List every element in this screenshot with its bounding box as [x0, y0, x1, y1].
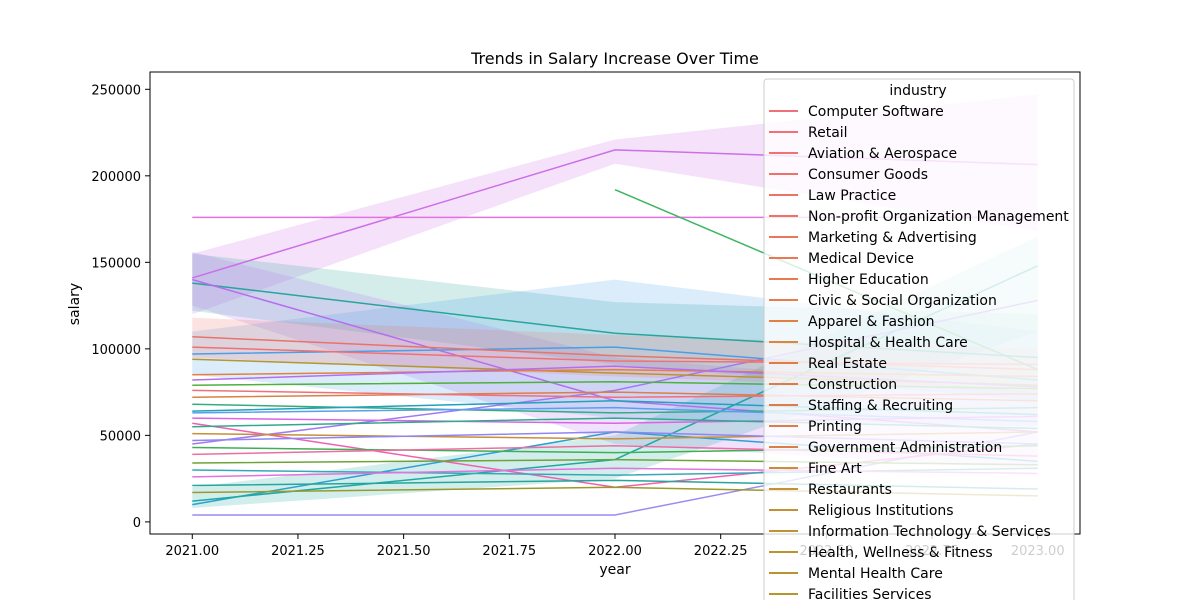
- y-axis: 0 50000 100000 150000 200000 250000: [91, 83, 150, 531]
- legend-entry-label: Mental Health Care: [808, 566, 943, 582]
- legend: industry Computer Software Retail Aviation…: [763, 78, 1075, 600]
- legend-entry-label: Fine Art: [808, 461, 862, 477]
- legend-entry-label: Construction: [808, 377, 897, 393]
- y-tick-label: 0: [133, 516, 141, 531]
- legend-title: industry: [889, 83, 946, 99]
- x-tick-label: 2021.50: [377, 544, 431, 559]
- y-tick-label: 100000: [91, 343, 141, 358]
- legend-entry-label: Medical Device: [808, 251, 914, 267]
- x-axis-label: year: [599, 562, 630, 578]
- legend-entry-label: Government Administration: [808, 440, 1002, 456]
- x-tick-label: 2022.25: [694, 544, 748, 559]
- legend-entry-label: Health, Wellness & Fitness: [808, 545, 993, 561]
- legend-entry-label: Real Estate: [808, 356, 887, 372]
- legend-entry-label: Civic & Social Organization: [808, 293, 997, 309]
- y-tick-label: 250000: [91, 83, 141, 98]
- x-tick-label: 2022.00: [588, 544, 642, 559]
- y-tick-label: 150000: [91, 256, 141, 271]
- legend-entry-label: Marketing & Advertising: [808, 230, 977, 246]
- legend-entry-label: Aviation & Aerospace: [808, 146, 957, 162]
- legend-entry-label: Apparel & Fashion: [808, 314, 935, 330]
- x-tick-label: 2021.75: [482, 544, 536, 559]
- legend-entry-label: Non-profit Organization Management: [808, 209, 1069, 225]
- legend-entry-label: Retail: [808, 125, 848, 141]
- y-tick-label: 200000: [91, 170, 141, 185]
- legend-entry-label: Printing: [808, 419, 862, 435]
- y-axis-label: salary: [67, 283, 83, 325]
- legend-entry-label: Law Practice: [808, 188, 896, 204]
- legend-entry-label: Staffing & Recruiting: [808, 398, 953, 414]
- y-tick-label: 50000: [100, 429, 141, 444]
- legend-entry-label: Restaurants: [808, 482, 892, 498]
- chart-title: Trends in Salary Increase Over Time: [470, 49, 759, 68]
- legend-entry-label: Computer Software: [808, 104, 944, 120]
- legend-entry-label: Religious Institutions: [808, 503, 954, 519]
- legend-box: [763, 78, 1075, 600]
- legend-entry-label: Consumer Goods: [808, 167, 928, 183]
- legend-entry-label: Information Technology & Services: [808, 524, 1051, 540]
- legend-entry-label: Hospital & Health Care: [808, 335, 968, 351]
- legend-entry-label: Facilities Services: [808, 587, 931, 600]
- legend-entry-label: Higher Education: [808, 272, 929, 288]
- x-tick-label: 2021.00: [165, 544, 219, 559]
- x-tick-label: 2021.25: [271, 544, 325, 559]
